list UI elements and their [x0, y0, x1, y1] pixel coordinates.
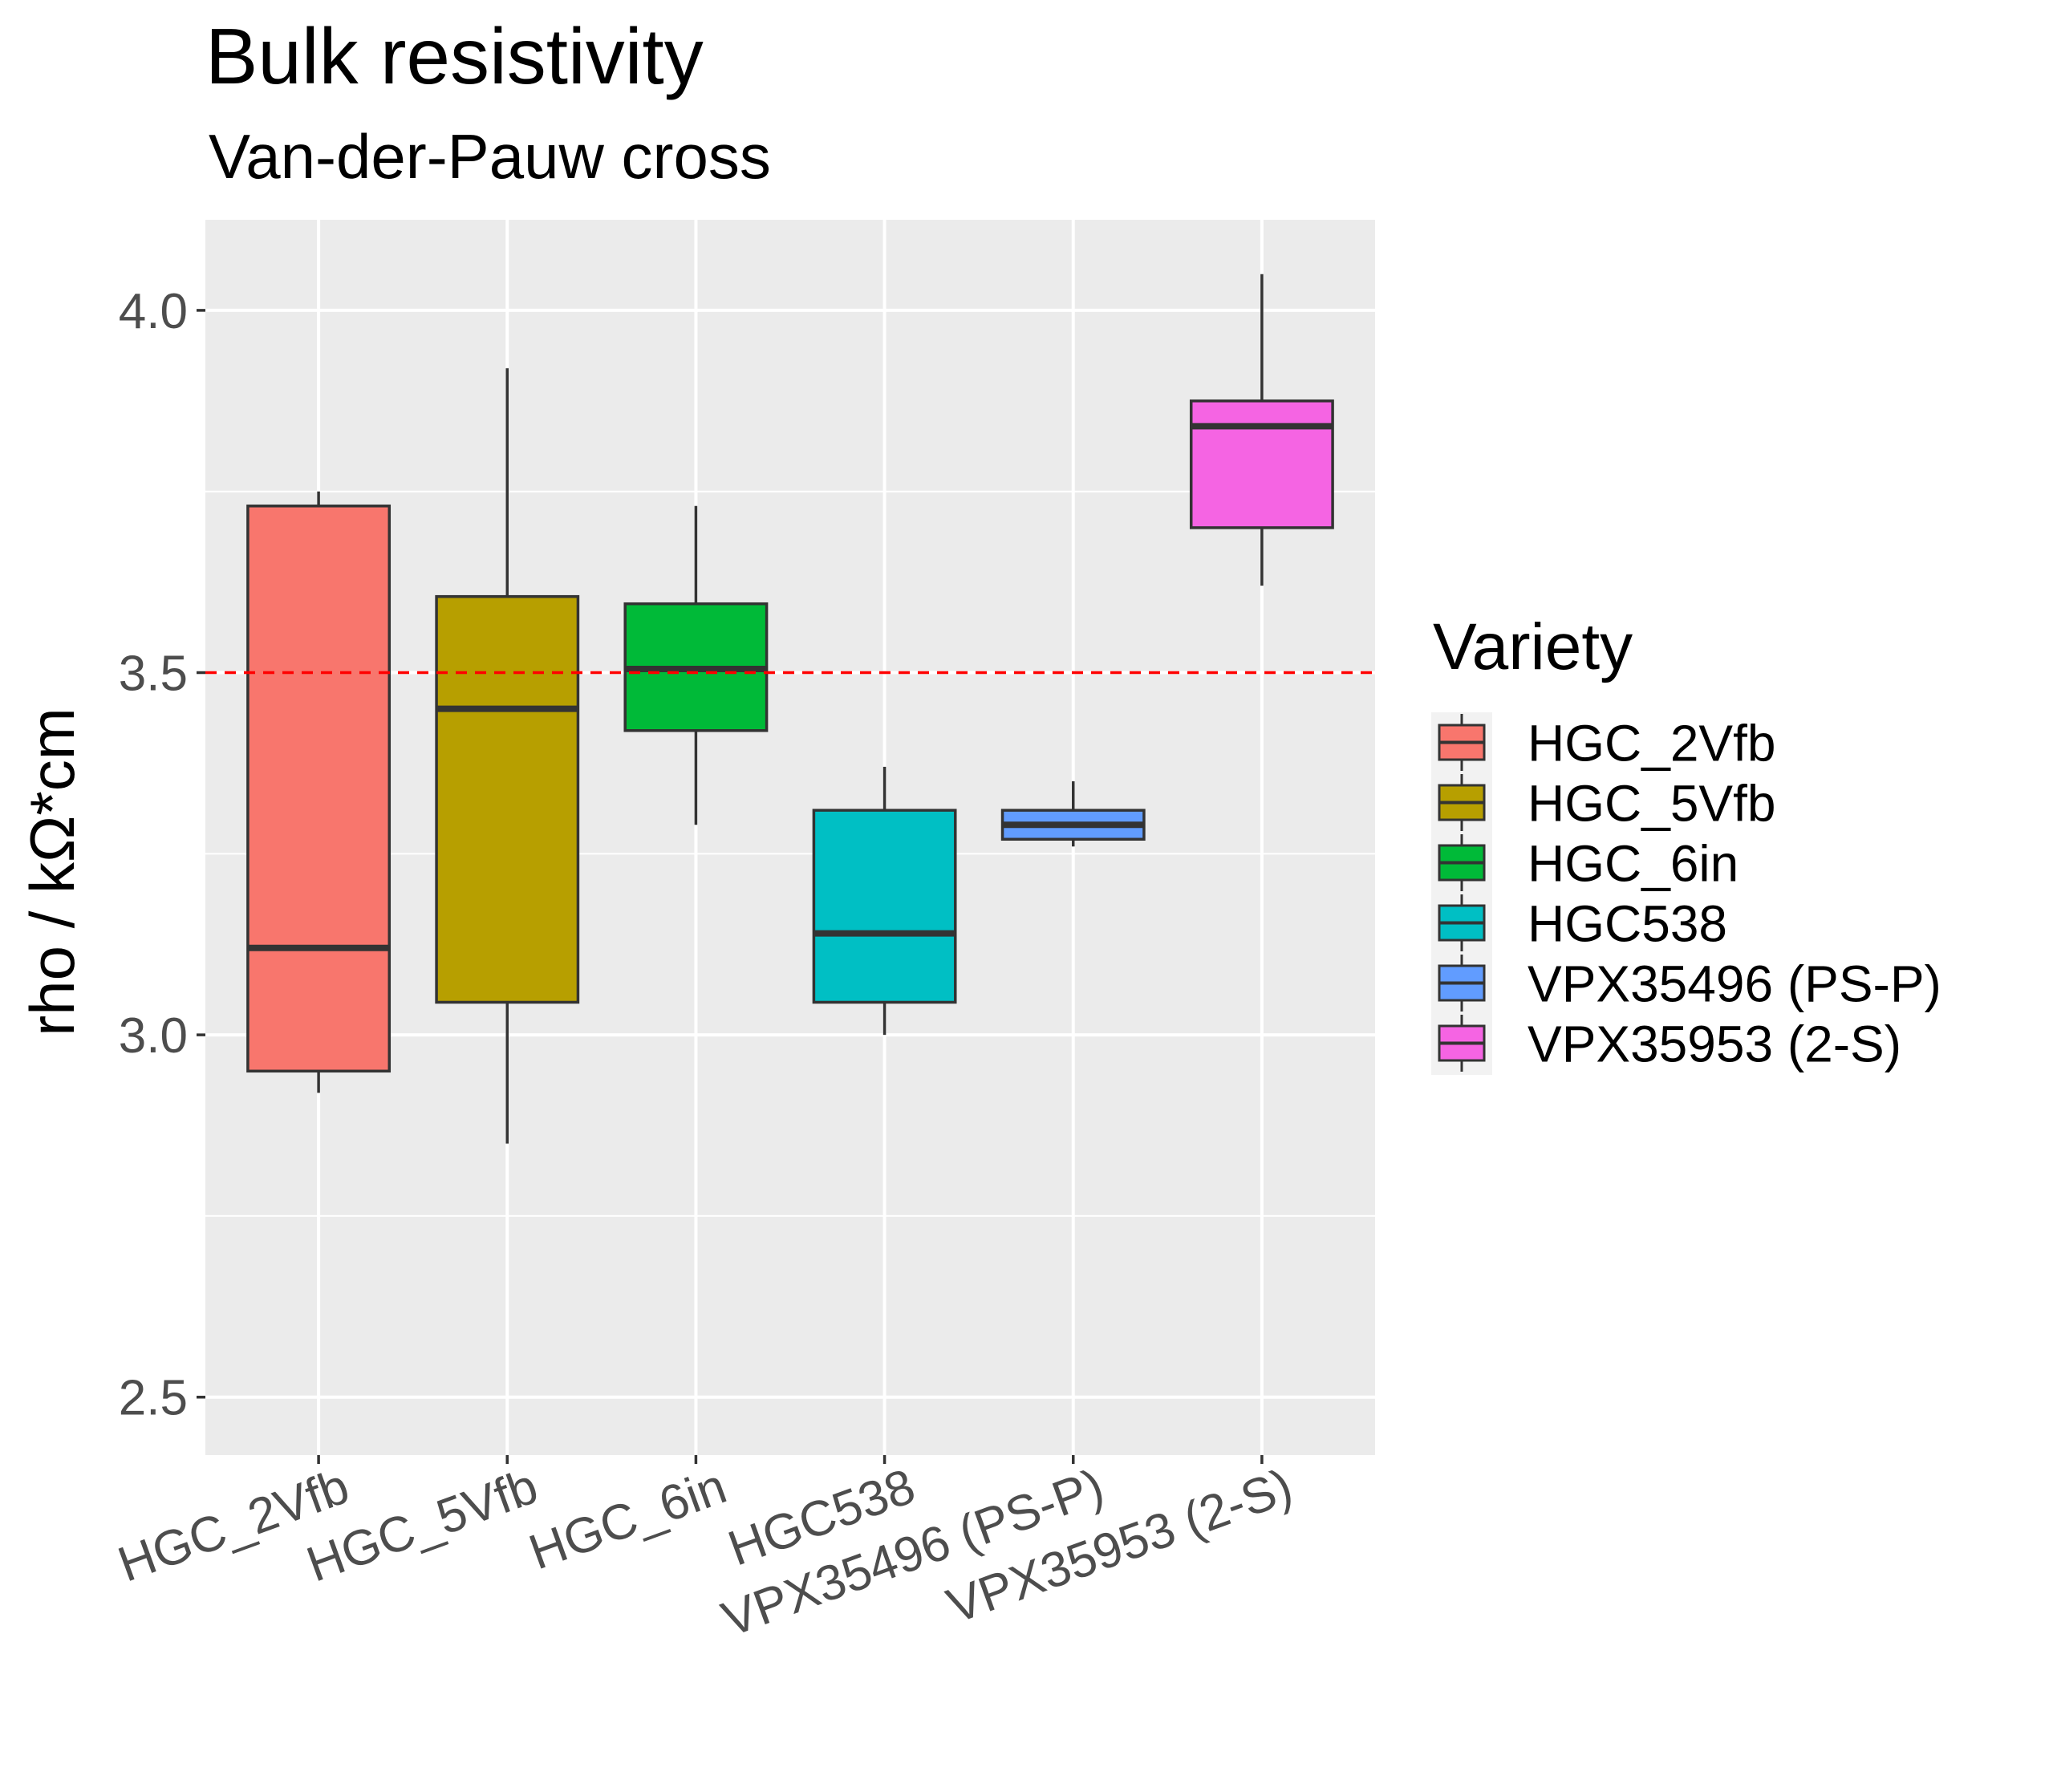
box-hgc-5vfb [435, 368, 580, 1144]
legend-title: Variety [1433, 610, 1633, 683]
box-hgc-2vfb [246, 491, 392, 1093]
chart-title: Bulk resistivity [205, 12, 704, 100]
legend-key-background [1431, 712, 1492, 1075]
legend-label: VPX35496 (PS-P) [1528, 955, 1941, 1013]
chart-subtitle: Van-der-Pauw cross [209, 121, 771, 192]
y-tick-label: 3.5 [119, 647, 188, 702]
box-vpx35496-ps-p- [1000, 781, 1146, 847]
minor-grid [205, 490, 1375, 1217]
legend: Variety HGC_2VfbHGC_5VfbHGC_6inHGC538VPX… [1431, 610, 1941, 1075]
legend-label: HGC_6in [1528, 835, 1739, 893]
box-hgc-6in [623, 505, 769, 825]
legend-label: HGC_5Vfb [1528, 775, 1775, 833]
y-axis: 2.5 3.0 3.5 4.0 [119, 284, 205, 1426]
boxes [246, 274, 1334, 1144]
box-vpx35953-2-s- [1189, 274, 1334, 586]
x-tick-label: HGC_6in [522, 1458, 733, 1580]
legend-item: HGC_5Vfb [1438, 774, 1775, 833]
legend-label: HGC538 [1528, 895, 1727, 953]
legend-label: HGC_2Vfb [1528, 715, 1775, 772]
legend-item: HGC_6in [1438, 834, 1739, 893]
box-body [435, 594, 580, 1004]
legend-label: VPX35953 (2-S) [1528, 1016, 1901, 1073]
box-body [1189, 399, 1334, 529]
y-axis-label: rho / kΩ*cm [17, 707, 87, 1036]
box-hgc538 [812, 766, 957, 1036]
legend-item: VPX35496 (PS-P) [1438, 955, 1941, 1013]
y-tick-label: 2.5 [119, 1371, 188, 1426]
y-tick-label: 4.0 [119, 284, 188, 339]
box-body [812, 809, 957, 1004]
legend-item: HGC538 [1438, 894, 1727, 953]
legend-item: HGC_2Vfb [1438, 714, 1775, 772]
y-tick-label: 3.0 [119, 1008, 188, 1064]
legend-item: VPX35953 (2-S) [1438, 1015, 1901, 1073]
box-body [246, 505, 392, 1073]
plot-panel [205, 220, 1375, 1455]
